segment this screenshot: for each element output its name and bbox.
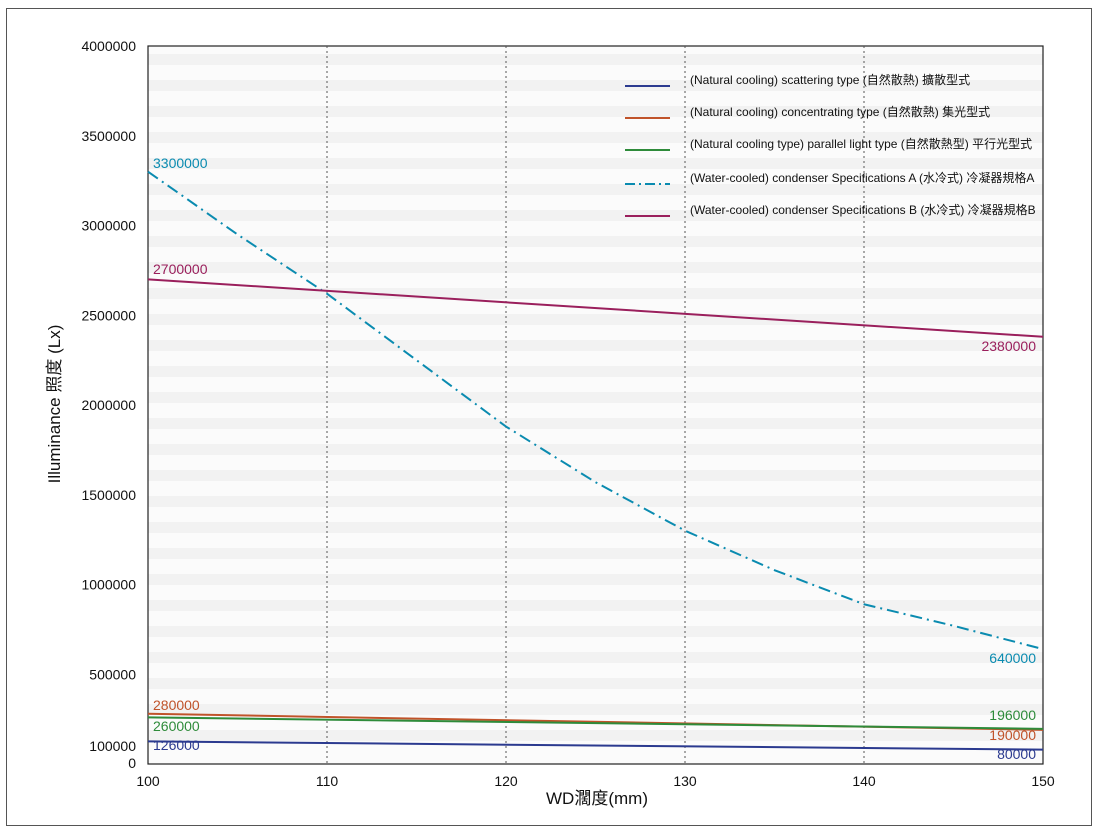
x-tick-label: 100	[136, 773, 160, 789]
data-label-end: 190000	[989, 727, 1036, 743]
series-line	[147, 740, 1044, 751]
texture-band	[148, 184, 1043, 195]
data-label-start: 126000	[153, 737, 200, 753]
texture-band	[148, 210, 1043, 221]
y-tick-label: 3000000	[81, 218, 136, 234]
series-line	[147, 278, 1044, 338]
legend: (Natural cooling) scattering type (自然散熱)…	[625, 72, 1036, 217]
y-axis-title: Illuminance 照度 (Lx)	[45, 325, 64, 484]
data-label-start: 260000	[153, 718, 200, 734]
texture-band	[148, 574, 1043, 585]
texture-band	[148, 106, 1043, 117]
texture-band	[148, 496, 1043, 507]
texture-band	[148, 600, 1043, 611]
texture-band	[148, 392, 1043, 403]
x-tick-label: 150	[1031, 773, 1055, 789]
x-tick-label: 130	[673, 773, 697, 789]
data-label-end: 196000	[989, 707, 1036, 723]
y-tick-label: 1500000	[81, 487, 136, 503]
data-label-end: 640000	[989, 650, 1036, 666]
texture-band	[148, 652, 1043, 663]
plot-background	[147, 45, 1044, 765]
data-label-start: 2700000	[153, 261, 208, 277]
x-tick-label: 140	[852, 773, 876, 789]
y-tick-label: 1000000	[81, 577, 136, 593]
texture-band	[148, 314, 1043, 325]
texture-band	[148, 236, 1043, 247]
texture-band	[148, 678, 1043, 689]
series-line	[147, 716, 1044, 730]
texture-band	[148, 340, 1043, 351]
texture-band	[148, 418, 1043, 429]
data-label-end: 80000	[997, 746, 1036, 762]
data-label-end: 2380000	[981, 338, 1036, 354]
series-lines	[147, 170, 1044, 751]
y-tick-label: 100000	[89, 738, 136, 754]
texture-band	[148, 158, 1043, 169]
texture-band	[148, 132, 1043, 143]
x-tick-label: 110	[316, 773, 339, 789]
series-line	[147, 170, 1044, 651]
texture-band	[148, 470, 1043, 481]
texture-band	[148, 288, 1043, 299]
y-tick-label: 4000000	[81, 38, 136, 54]
x-tick-label: 120	[494, 773, 518, 789]
texture-band	[148, 730, 1043, 741]
legend-label: (Water-cooled) condenser Specifications …	[690, 202, 1036, 217]
y-tick-label: 2000000	[81, 397, 136, 413]
legend-label: (Water-cooled) condenser Specifications …	[690, 170, 1034, 185]
y-tick-label: 500000	[89, 666, 136, 682]
data-labels: 126000 80000 280000 190000 260000 196000 33000…	[153, 155, 1036, 762]
x-axis-title: WD濶度(mm)	[546, 789, 648, 808]
texture-band	[148, 548, 1043, 559]
texture-band	[148, 704, 1043, 715]
texture-band	[148, 80, 1043, 91]
texture-band	[148, 444, 1043, 455]
data-label-start: 3300000	[153, 155, 208, 171]
y-tick-label: 2500000	[81, 307, 136, 323]
texture-band	[148, 626, 1043, 637]
texture-band	[148, 522, 1043, 533]
texture-band	[148, 262, 1043, 273]
y-tick-label: 0	[128, 755, 136, 771]
data-label-start: 280000	[153, 697, 200, 713]
texture-band	[148, 366, 1043, 377]
y-tick-label: 3500000	[81, 128, 136, 144]
legend-label: (Natural cooling) scattering type (自然散熱)…	[690, 72, 970, 87]
texture-band	[148, 54, 1043, 65]
plot-border	[147, 45, 1044, 765]
legend-label: (Natural cooling type) parallel light ty…	[690, 136, 1032, 151]
legend-label: (Natural cooling) concentrating type (自然…	[690, 104, 990, 119]
axes: WD濶度(mm) Illuminance 照度 (Lx) 100 110 120 13…	[45, 38, 1055, 808]
